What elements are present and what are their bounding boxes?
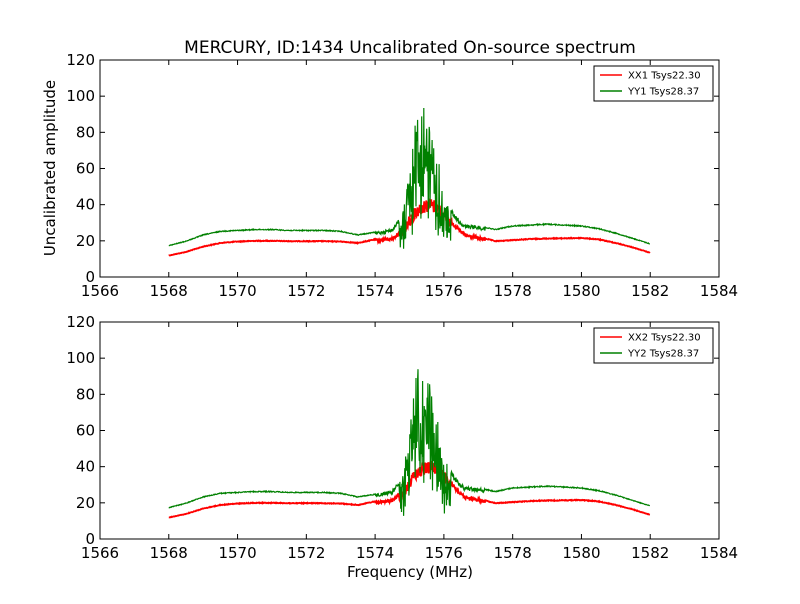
series-line-yy <box>168 107 650 249</box>
y-tick-label: 20 <box>76 232 95 250</box>
x-tick-label: 1570 <box>218 282 256 300</box>
x-tick-label: 1576 <box>425 544 463 562</box>
figure-title: MERCURY, ID:1434 Uncalibrated On-source … <box>184 38 636 58</box>
legend-entry-label: XX2 Tsys22.30 <box>628 333 701 344</box>
x-tick-label: 1568 <box>150 282 188 300</box>
x-tick-label: 1578 <box>494 282 532 300</box>
x-tick-label: 1574 <box>356 282 394 300</box>
x-tick-label: 1566 <box>81 544 119 562</box>
x-tick-label: 1584 <box>700 544 738 562</box>
x-tick-label: 1576 <box>425 282 463 300</box>
y-tick-label: 120 <box>66 51 95 69</box>
legend: XX2 Tsys22.30 YY2 Tsys28.37 <box>593 327 714 364</box>
y-tick-label: 20 <box>76 494 95 512</box>
y-tick-label: 40 <box>76 196 95 214</box>
x-tick-label: 1578 <box>494 544 532 562</box>
legend-entry-label: XX1 Tsys22.30 <box>628 71 701 82</box>
series-line-yy <box>168 369 650 516</box>
y-tick-label: 120 <box>66 313 95 331</box>
x-tick-label: 1570 <box>218 544 256 562</box>
y-tick-label: 60 <box>76 160 95 178</box>
x-axis-label: Frequency (MHz) <box>347 563 473 581</box>
legend-box <box>593 327 714 364</box>
legend-box <box>593 65 714 102</box>
x-tick-label: 1584 <box>700 282 738 300</box>
x-tick-label: 1582 <box>631 544 669 562</box>
x-tick-label: 1580 <box>562 282 600 300</box>
legend: XX1 Tsys22.30 YY1 Tsys28.37 <box>593 65 714 102</box>
y-tick-label: 0 <box>85 530 95 548</box>
x-tick-label: 1566 <box>81 282 119 300</box>
y-axis-label: Uncalibrated amplitude <box>41 80 59 256</box>
x-tick-label: 1582 <box>631 282 669 300</box>
y-tick-label: 0 <box>85 268 95 286</box>
y-tick-label: 40 <box>76 458 95 476</box>
y-tick-label: 100 <box>66 87 95 105</box>
legend-entry-label: YY2 Tsys28.37 <box>627 349 699 360</box>
y-tick-label: 80 <box>76 123 95 141</box>
y-tick-label: 60 <box>76 422 95 440</box>
x-tick-label: 1580 <box>562 544 600 562</box>
chart-panel-1: 1566 1568 1570 1572 1574 1576 1578 1580 1582 1584… <box>66 51 738 300</box>
x-tick-label: 1572 <box>287 544 325 562</box>
y-tick-label: 100 <box>66 349 95 367</box>
x-tick-label: 1568 <box>150 544 188 562</box>
legend-entry-label: YY1 Tsys28.37 <box>627 87 699 98</box>
y-tick-label: 80 <box>76 385 95 403</box>
x-tick-label: 1572 <box>287 282 325 300</box>
series-line-xx <box>168 198 651 257</box>
x-tick-label: 1574 <box>356 544 394 562</box>
chart-panel-2: 1566 1568 1570 1572 1574 1576 1578 1580 1582 1584… <box>66 313 738 562</box>
